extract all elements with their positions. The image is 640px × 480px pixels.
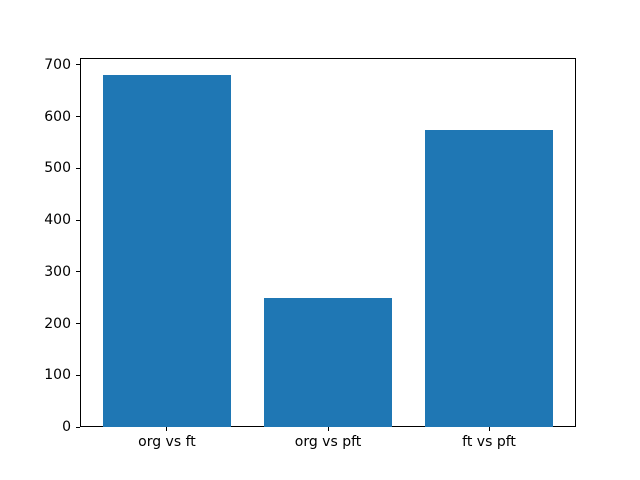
y-tick-label: 500 <box>44 160 71 177</box>
y-tick <box>75 219 80 221</box>
bar <box>424 130 554 428</box>
x-tick <box>327 427 329 432</box>
y-tick <box>75 426 80 428</box>
y-tick-label: 700 <box>44 56 71 73</box>
bar <box>263 297 393 428</box>
y-tick-label: 100 <box>44 367 71 384</box>
bar <box>102 75 232 428</box>
x-tick-label: org vs ft <box>138 434 196 451</box>
y-tick <box>75 323 80 325</box>
y-tick-label: 400 <box>44 212 71 229</box>
y-tick-label: 200 <box>44 315 71 332</box>
y-tick <box>75 64 80 66</box>
x-tick-label: ft vs pft <box>462 434 516 451</box>
x-tick-label: org vs pft <box>294 434 362 451</box>
y-tick <box>75 271 80 273</box>
y-tick-label: 300 <box>44 263 71 280</box>
y-tick-label: 0 <box>62 419 71 436</box>
x-tick <box>488 427 490 432</box>
y-tick <box>75 167 80 169</box>
y-tick-label: 600 <box>44 108 71 125</box>
y-tick <box>75 116 80 118</box>
y-tick <box>75 374 80 376</box>
x-tick <box>166 427 168 432</box>
